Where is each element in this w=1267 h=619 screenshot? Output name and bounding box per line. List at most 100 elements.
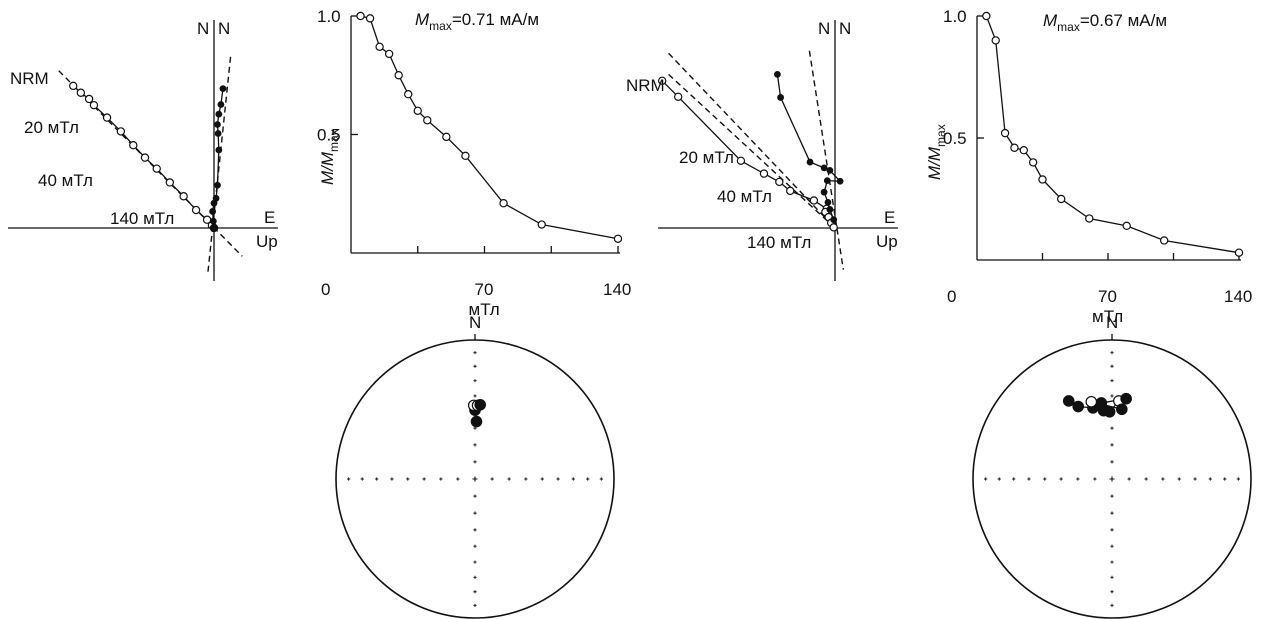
stereonet-grid-mark: [1110, 426, 1114, 430]
stereonet-grid-mark: [1110, 394, 1114, 398]
demag-title-subscript: max: [1057, 20, 1080, 34]
demag-point: [1122, 221, 1131, 231]
zij-point-vertical: [830, 216, 838, 224]
demag-point: [1234, 248, 1244, 257]
zij-point-horizontal: [786, 186, 795, 196]
stereonet-grid-mark: [1110, 528, 1114, 532]
stereonet-grid-mark: [1144, 477, 1148, 481]
zij-step-label: 140 мТл: [747, 233, 811, 252]
stereonet-grid-mark: [406, 477, 410, 481]
zij-north2-label: N: [218, 19, 230, 38]
stereonet-point: [1072, 400, 1085, 413]
demag-point: [991, 36, 1000, 45]
stereonet-grid-mark: [473, 443, 477, 447]
zij-point-horizontal: [152, 164, 161, 173]
stereonet-grid-mark: [540, 477, 544, 481]
demag-point: [356, 11, 365, 21]
stereonet-grid-mark: [473, 544, 477, 548]
stereonet-grid-mark: [375, 477, 379, 481]
zij-point-vertical: [210, 224, 218, 232]
stereonet-grid-mark: [456, 477, 460, 481]
stereonet-point: [1103, 406, 1116, 418]
stereonet-grid-mark: [1110, 443, 1114, 447]
zij-north2-label: N: [839, 19, 851, 38]
stereonet-point: [1120, 392, 1132, 405]
zij-point-horizontal: [759, 169, 769, 178]
zij-point-horizontal: [84, 94, 94, 104]
zij-point-horizontal: [89, 100, 99, 110]
stereonet-grid-mark: [473, 575, 477, 579]
stereonet-point: [470, 415, 483, 428]
stereonet-grid-mark: [1110, 575, 1114, 579]
zij-point-horizontal: [116, 127, 126, 136]
stereonet-grid-mark: [473, 364, 477, 368]
demag-point: [1019, 145, 1028, 155]
stereonet-grid-mark: [1110, 544, 1114, 548]
zij-up-label: Up: [876, 232, 898, 251]
zij-fit-line-horizontal-fit-1: [668, 52, 836, 229]
zij-point-horizontal: [179, 192, 188, 201]
demag-y-tick-label: 0.5: [943, 129, 967, 148]
demag-point: [442, 132, 451, 142]
stereonet-center-mark: [1109, 476, 1115, 482]
demag-curve: [985, 15, 1240, 254]
stereonet-grid-mark: [1177, 477, 1181, 481]
stereonet-grid-mark: [347, 477, 351, 481]
stereonet-grid-mark: [473, 394, 477, 398]
stereonet-center-mark: [472, 476, 478, 482]
zij-fit-line-vertical-fit: [808, 50, 845, 270]
stereonet-grid-mark: [556, 477, 560, 481]
stereonet-north-label: N: [469, 313, 481, 332]
stereonet-grid-mark: [1027, 477, 1031, 481]
zij-point-horizontal: [658, 76, 667, 86]
zij-point-horizontal: [102, 113, 112, 122]
stereonet-grid-mark: [473, 460, 477, 464]
demag-y-label-main: M/M: [318, 151, 337, 185]
stereonet-grid-mark: [473, 494, 477, 498]
demag-y-tick-label: 1.0: [317, 7, 341, 26]
stereonet-grid-mark: [390, 477, 394, 481]
demag-point: [499, 199, 508, 208]
demag-title-value: =0.71 мА/м: [452, 10, 539, 29]
demag-title-symbol: M: [1043, 11, 1058, 30]
demag-point: [982, 11, 991, 21]
demag-point: [1038, 175, 1047, 184]
demag-x-tick-label: 140: [603, 280, 631, 299]
zij-step-label: 20 мТл: [24, 118, 79, 137]
zij-east-label: E: [884, 208, 895, 227]
stereonet-point: [474, 398, 486, 411]
stereonet-point: [1095, 397, 1108, 409]
stereonet-grid-mark: [1110, 379, 1114, 383]
stereonet-grid-mark: [1059, 477, 1063, 481]
zij-point-horizontal: [829, 223, 838, 232]
demag-x-tick-label: 140: [1224, 287, 1252, 306]
zij-step-label: 20 мТл: [679, 148, 734, 167]
stereonet-grid-mark: [997, 477, 1001, 481]
zij-step-label: 40 мТл: [717, 187, 772, 206]
stereonet-grid-mark: [984, 477, 988, 481]
zij-step-label: 40 мТл: [38, 171, 93, 190]
stereonet-point: [1062, 395, 1075, 407]
stereonet-grid-mark: [524, 477, 528, 481]
zij-point-vertical: [836, 177, 844, 185]
demag-point: [1000, 128, 1010, 138]
demag-point: [394, 71, 403, 80]
demag-point: [1010, 143, 1019, 152]
demag-y-label-subscript: max: [934, 124, 948, 147]
demag-point: [613, 234, 623, 243]
zij-point-vertical: [210, 199, 218, 207]
demag-point: [1028, 158, 1038, 167]
zij-point-vertical: [806, 158, 814, 166]
zij-point-vertical: [214, 181, 221, 189]
zij-step-label: 140 мТл: [110, 209, 174, 228]
stereonet-grid-mark: [1110, 364, 1114, 368]
demag-point: [423, 116, 432, 125]
demag-point: [1159, 236, 1169, 245]
zij-point-vertical: [209, 208, 217, 215]
stereonet-point: [1085, 395, 1098, 408]
stereonet-grid-mark: [1110, 603, 1114, 607]
stereonet-grid-mark: [507, 477, 511, 481]
zij-point-vertical: [774, 70, 781, 78]
demag-x-axis-label: мТл: [469, 300, 500, 319]
zij-point-horizontal: [674, 92, 683, 102]
